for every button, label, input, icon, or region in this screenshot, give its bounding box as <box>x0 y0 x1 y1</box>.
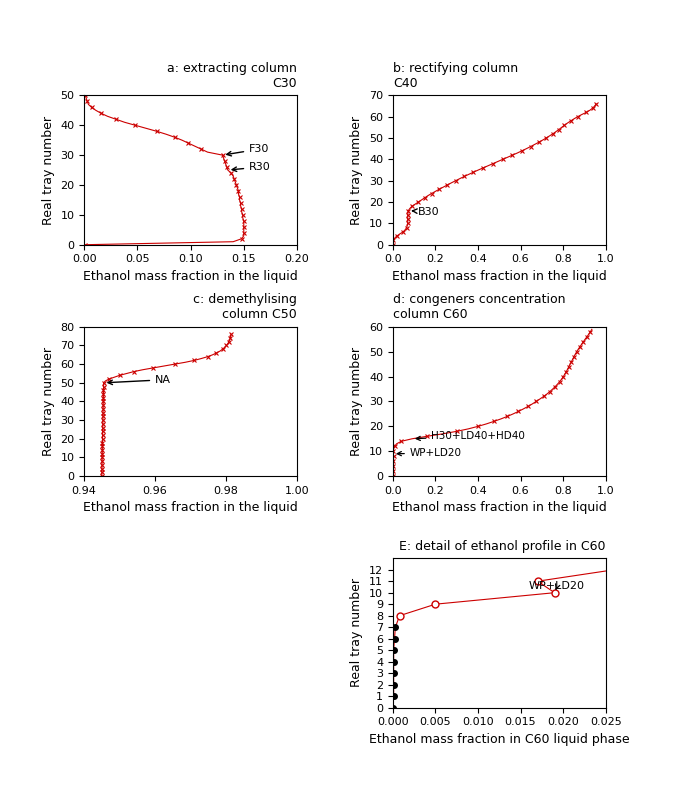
Text: WP+LD20: WP+LD20 <box>529 581 585 591</box>
Text: B30: B30 <box>413 207 440 217</box>
Text: H30+LD40+HD40: H30+LD40+HD40 <box>416 431 525 440</box>
Text: b: rectifying column
C40: b: rectifying column C40 <box>393 62 518 90</box>
Text: a: extracting column
C30: a: extracting column C30 <box>167 62 297 90</box>
Y-axis label: Real tray number: Real tray number <box>42 115 55 224</box>
Y-axis label: Real tray number: Real tray number <box>351 347 363 456</box>
Text: R30: R30 <box>232 162 271 172</box>
X-axis label: Ethanol mass fraction in C60 liquid phase: Ethanol mass fraction in C60 liquid phas… <box>369 733 629 746</box>
Text: F30: F30 <box>227 144 269 156</box>
Text: d: congeners concentration
column C60: d: congeners concentration column C60 <box>393 293 565 321</box>
Text: NA: NA <box>108 374 171 385</box>
Y-axis label: Real tray number: Real tray number <box>42 347 55 456</box>
Text: c: demethylising
column C50: c: demethylising column C50 <box>193 293 297 321</box>
X-axis label: Ethanol mass fraction in the liquid: Ethanol mass fraction in the liquid <box>83 270 298 283</box>
X-axis label: Ethanol mass fraction in the liquid: Ethanol mass fraction in the liquid <box>83 502 298 514</box>
Y-axis label: Real tray number: Real tray number <box>351 579 363 688</box>
Text: E: detail of ethanol profile in C60: E: detail of ethanol profile in C60 <box>399 540 606 553</box>
Text: WP+LD20: WP+LD20 <box>397 448 462 458</box>
X-axis label: Ethanol mass fraction in the liquid: Ethanol mass fraction in the liquid <box>392 502 606 514</box>
Y-axis label: Real tray number: Real tray number <box>351 115 363 224</box>
X-axis label: Ethanol mass fraction in the liquid: Ethanol mass fraction in the liquid <box>392 270 606 283</box>
